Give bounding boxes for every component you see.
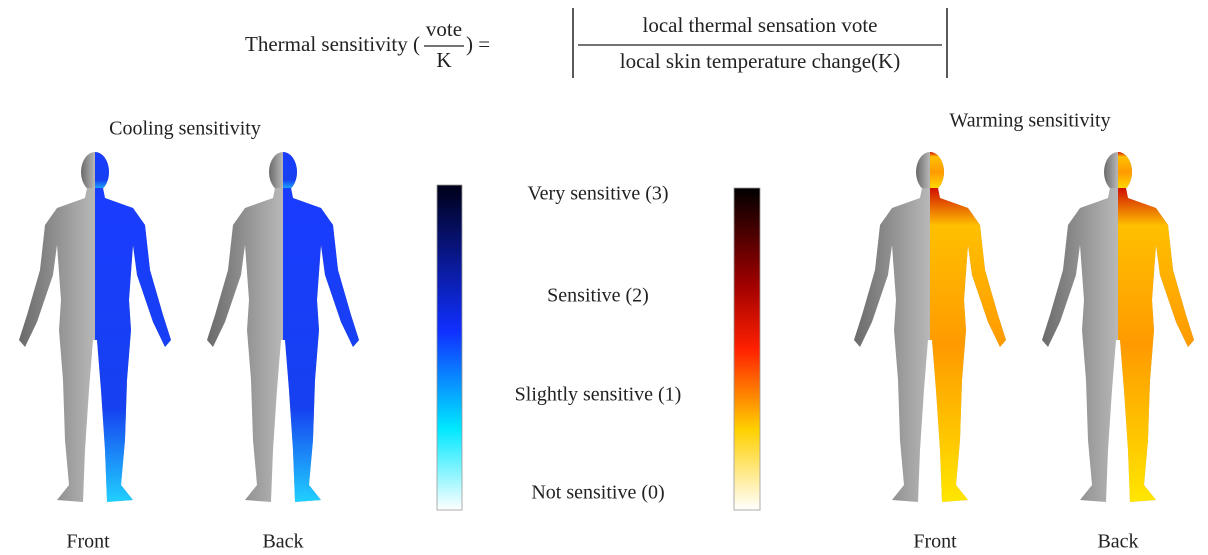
body-front <box>854 152 1006 502</box>
view-label: Back <box>1097 531 1138 553</box>
view-label: Front <box>913 531 957 553</box>
scale-label: Very sensitive (3) <box>527 183 668 205</box>
warming-colorbar <box>733 187 761 511</box>
formula-rhs-denominator: local skin temperature change(K) <box>620 49 900 73</box>
view-label: Front <box>66 531 110 553</box>
formula-left: Thermal sensitivity ( <box>245 32 420 56</box>
formula-numerator: vote <box>426 17 462 41</box>
view-label: Back <box>262 531 303 553</box>
panel-title: Cooling sensitivity <box>109 118 261 140</box>
scale-label: Slightly sensitive (1) <box>515 384 682 406</box>
panel-title: Warming sensitivity <box>949 110 1110 132</box>
body-back <box>207 152 359 502</box>
body-front <box>19 152 171 502</box>
formula-rhs-numerator: local thermal sensation vote <box>642 13 877 37</box>
body-back <box>1042 152 1194 502</box>
scale-label: Sensitive (2) <box>547 285 649 307</box>
cooling-colorbar <box>436 184 463 511</box>
scale-label: Not sensitive (0) <box>531 482 664 504</box>
formula-denominator: K <box>436 48 451 72</box>
formula-equals: ) = <box>466 32 490 56</box>
